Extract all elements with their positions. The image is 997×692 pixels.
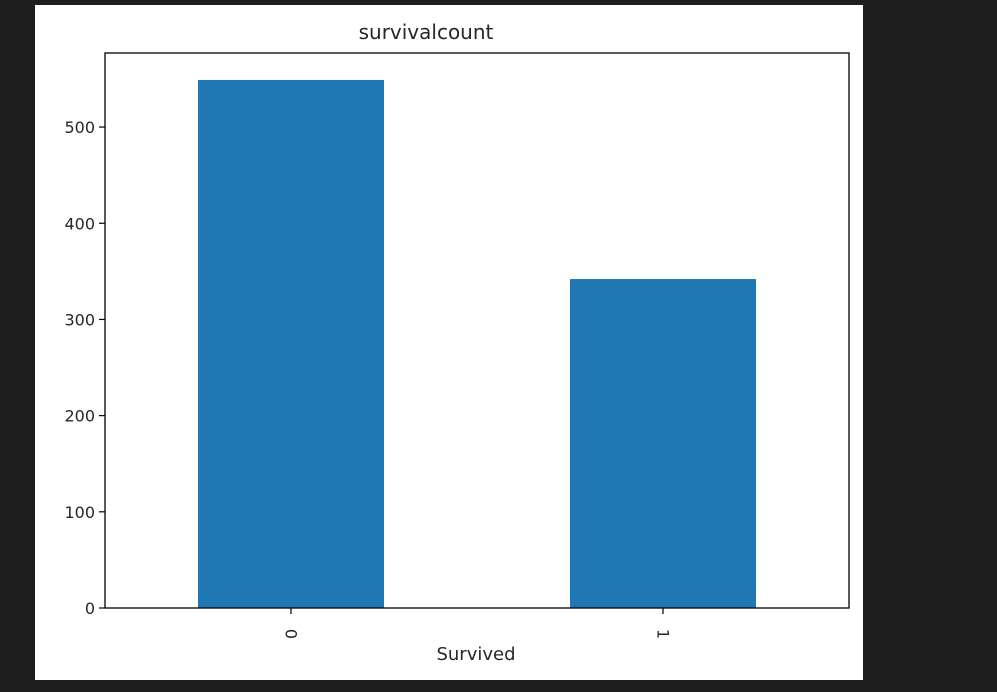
y-tick-label: 400	[64, 214, 95, 233]
y-tick-label: 200	[64, 407, 95, 426]
bar-1	[570, 279, 756, 608]
chart-title: survivalcount	[359, 20, 494, 44]
x-axis-label: Survived	[436, 644, 515, 665]
y-tick-label: 300	[64, 310, 95, 329]
bar-0	[198, 79, 384, 608]
y-tick-label: 0	[85, 599, 95, 618]
axes-frame	[104, 52, 850, 609]
y-axis: 0 100 200 300 400 500	[64, 118, 105, 618]
y-tick-label: 500	[64, 118, 95, 137]
x-tick-label: 0	[282, 629, 301, 639]
plot-area	[198, 79, 756, 608]
x-tick-label: 1	[654, 629, 673, 639]
y-tick-label: 100	[64, 503, 95, 522]
